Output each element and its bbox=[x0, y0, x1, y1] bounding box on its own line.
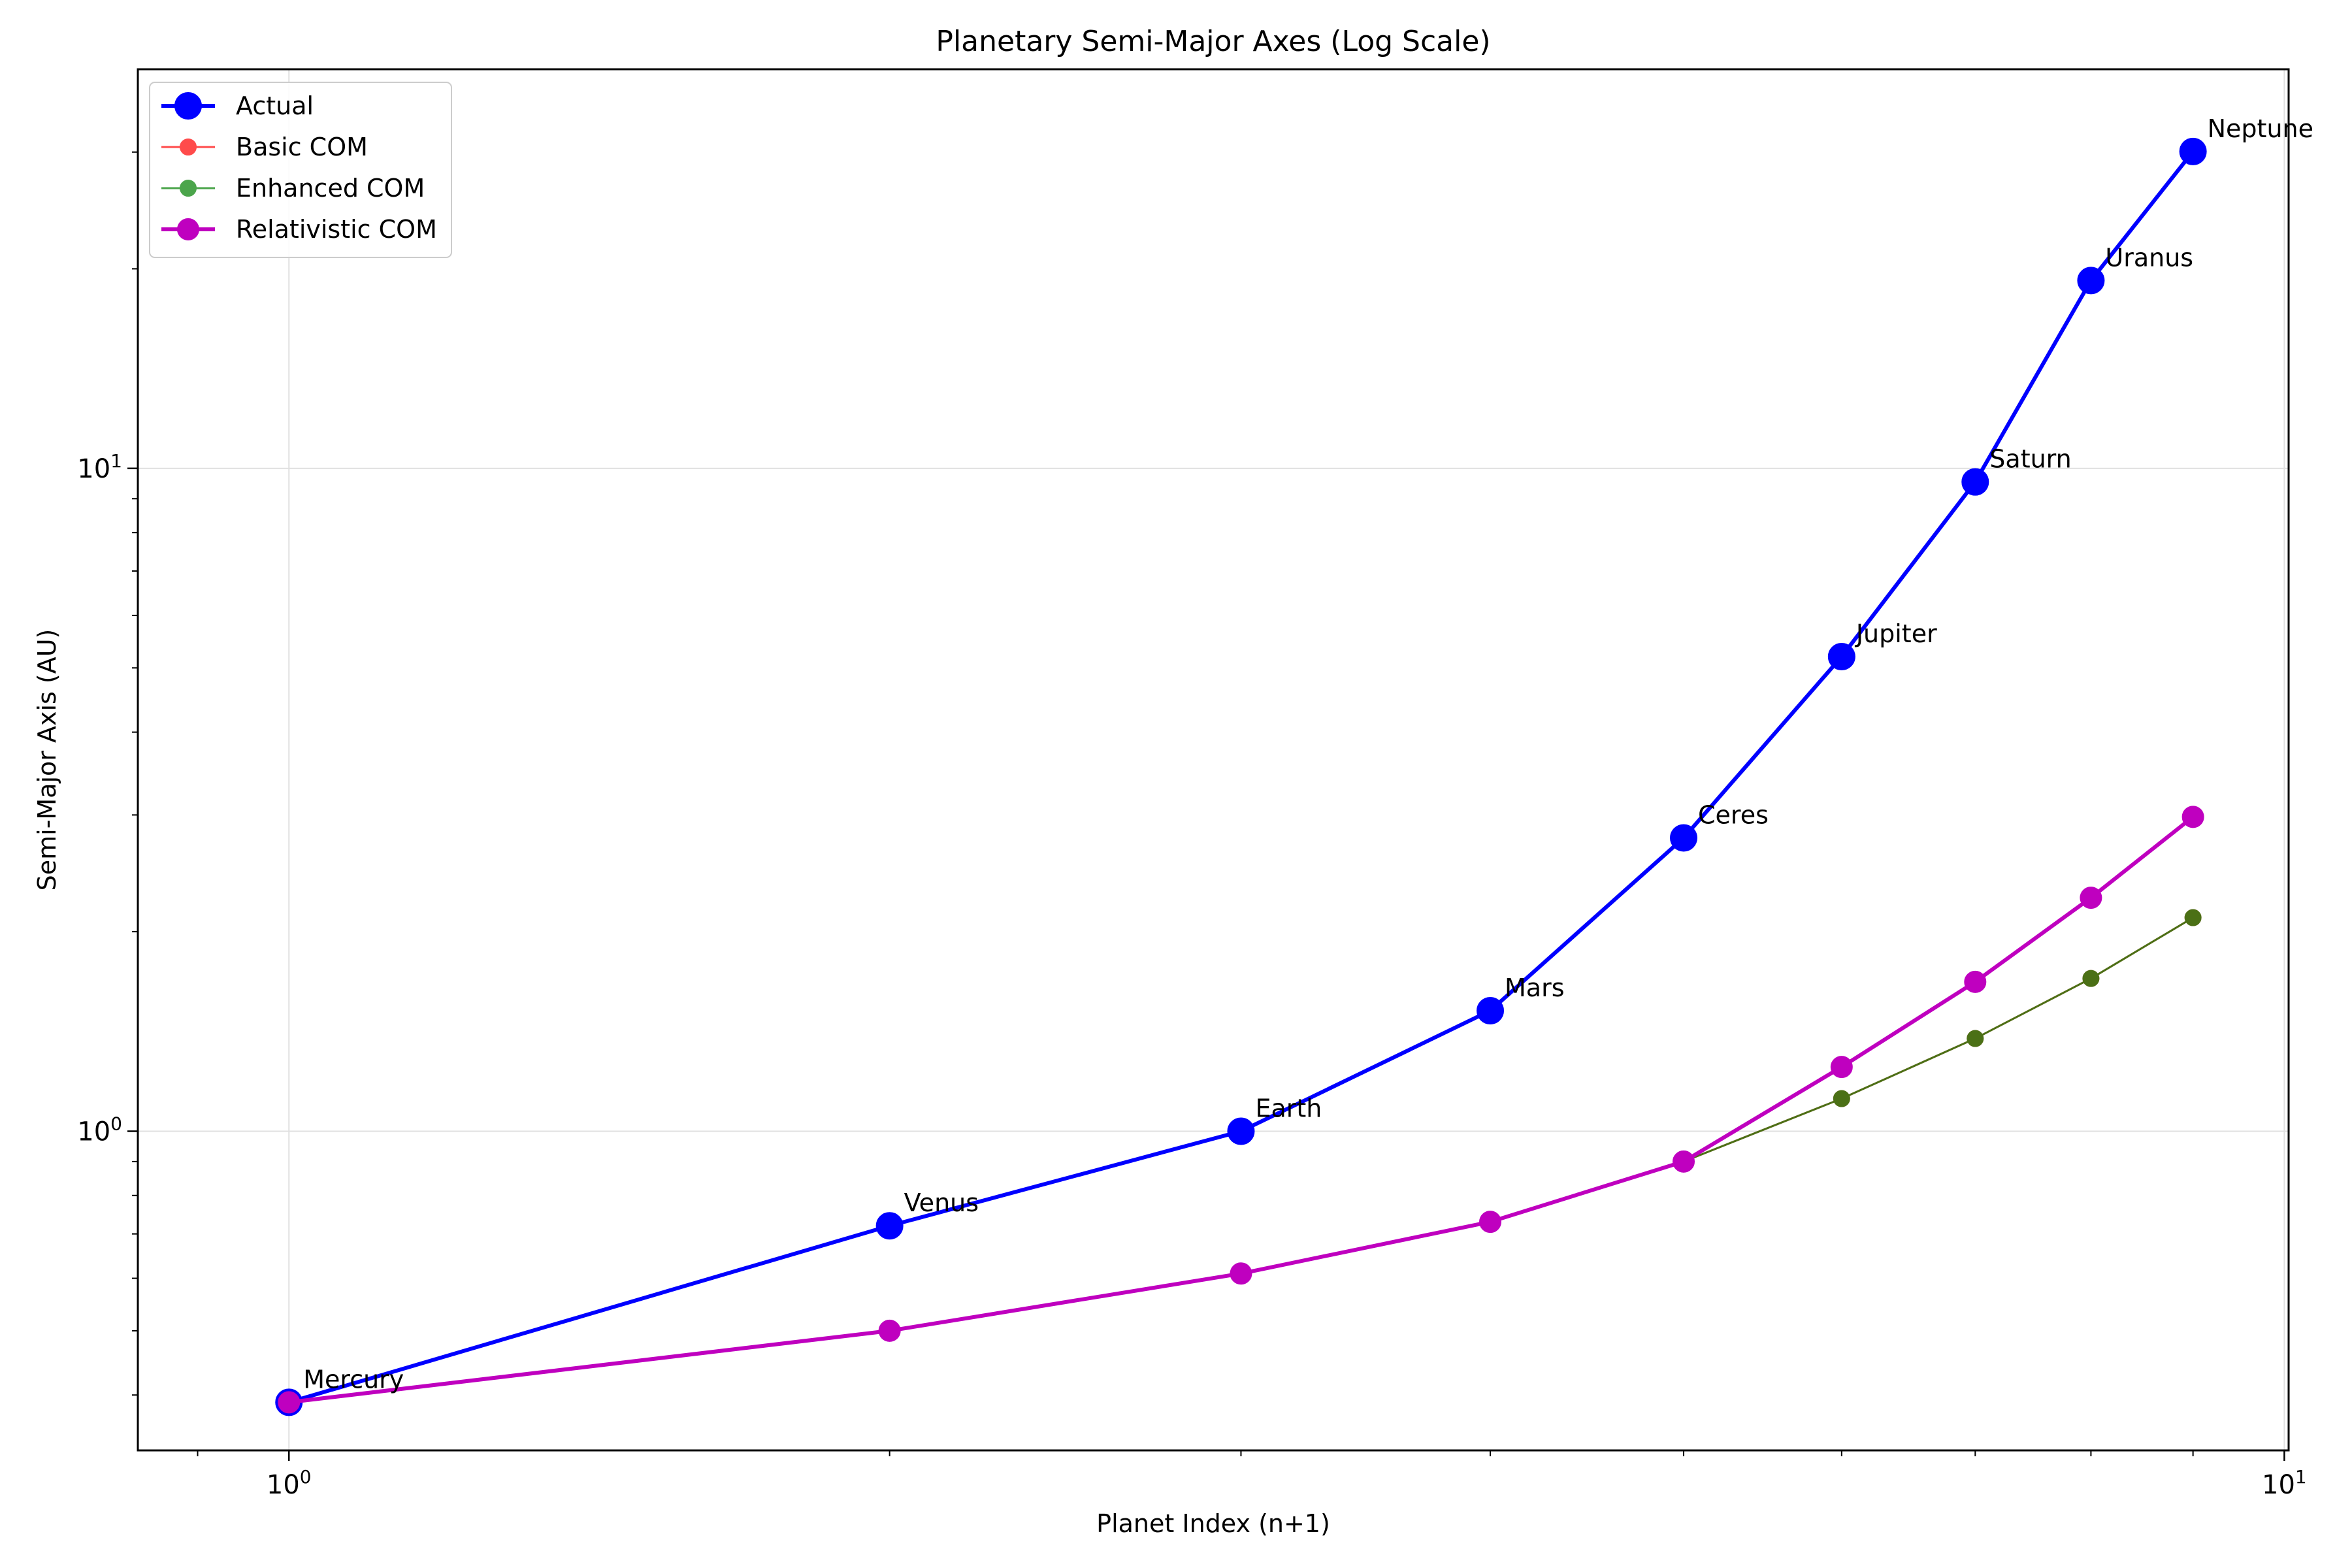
x-axis-label: Planet Index (n+1) bbox=[1096, 1509, 1330, 1538]
point-labels: Mercury Venus Earth Mars Ceres Jupiter Saturn U… bbox=[303, 114, 2313, 1394]
data-point-3-6 bbox=[1964, 970, 1987, 993]
y-tick-label-1: 101 bbox=[77, 450, 122, 484]
series-relativistic-com bbox=[278, 806, 2204, 1414]
data-point-3-0 bbox=[278, 1391, 301, 1414]
chart-title: Planetary Semi-Major Axes (Log Scale) bbox=[936, 25, 1490, 58]
legend-label-1: Basic COM bbox=[236, 133, 368, 161]
legend-entry-0 bbox=[161, 92, 215, 120]
data-point-2-6 bbox=[1967, 1030, 1984, 1047]
legend-label-2: Enhanced COM bbox=[236, 174, 425, 203]
point-label-mercury: Mercury bbox=[303, 1365, 404, 1394]
legend-marker-3 bbox=[177, 218, 199, 240]
data-point-3-2 bbox=[1230, 1262, 1252, 1285]
data-point-2-5 bbox=[1833, 1090, 1850, 1107]
data-point-3-7 bbox=[2080, 887, 2102, 909]
data-point-0-1 bbox=[875, 1212, 904, 1240]
x-tick-label-0: 100 bbox=[267, 1466, 312, 1500]
data-point-3-5 bbox=[1830, 1056, 1853, 1079]
legend-box bbox=[149, 82, 452, 258]
data-point-0-8 bbox=[2179, 137, 2207, 165]
data-point-2-8 bbox=[2184, 909, 2202, 926]
legend-label-0: Actual bbox=[236, 91, 314, 120]
plot-frame bbox=[137, 68, 2290, 1452]
data-point-0-7 bbox=[2077, 267, 2105, 295]
legend: Actual Basic COM Enhanced COM Relativistic … bbox=[149, 82, 452, 258]
point-label-earth: Earth bbox=[1255, 1094, 1322, 1122]
point-label-ceres: Ceres bbox=[1698, 801, 1769, 830]
data-point-3-1 bbox=[878, 1319, 901, 1342]
legend-label-3: Relativistic COM bbox=[236, 215, 437, 244]
point-label-uranus: Uranus bbox=[2105, 243, 2193, 272]
y-tick-label-0: 100 bbox=[77, 1113, 122, 1147]
point-label-jupiter: Jupiter bbox=[1855, 619, 1937, 648]
x-tick-label-1: 101 bbox=[2262, 1466, 2307, 1500]
data-point-3-8 bbox=[2181, 806, 2204, 828]
legend-marker-2 bbox=[180, 180, 197, 197]
data-point-0-5 bbox=[1827, 643, 1855, 671]
point-label-saturn: Saturn bbox=[1989, 445, 2071, 474]
legend-marker-0 bbox=[174, 92, 202, 120]
series-actual bbox=[275, 137, 2207, 1416]
grid-lines bbox=[138, 69, 2289, 1450]
point-label-neptune: Neptune bbox=[2208, 114, 2313, 143]
data-point-0-3 bbox=[1477, 996, 1505, 1024]
legend-entry-3 bbox=[161, 218, 215, 240]
data-point-3-3 bbox=[1479, 1211, 1502, 1233]
legend-marker-1 bbox=[180, 139, 197, 155]
point-label-mars: Mars bbox=[1505, 973, 1565, 1002]
data-point-3-4 bbox=[1673, 1150, 1695, 1173]
data-point-0-6 bbox=[1961, 468, 1989, 496]
y-axis-label: Semi-Major Axis (AU) bbox=[33, 629, 61, 891]
data-point-2-7 bbox=[2082, 970, 2100, 987]
point-label-venus: Venus bbox=[904, 1188, 979, 1217]
legend-entry-1 bbox=[161, 139, 215, 155]
data-point-0-4 bbox=[1670, 824, 1698, 852]
data-point-0-2 bbox=[1227, 1117, 1255, 1145]
axes: 100 101 100 101 bbox=[77, 151, 2307, 1500]
legend-entry-2 bbox=[161, 180, 215, 197]
series-layer bbox=[275, 137, 2207, 1416]
